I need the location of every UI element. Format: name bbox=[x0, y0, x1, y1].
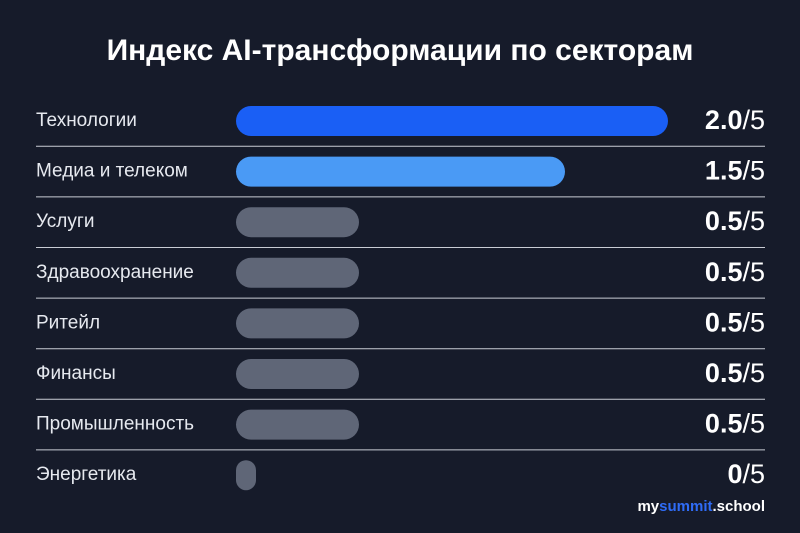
value-number: 0.5 bbox=[705, 358, 743, 388]
value-denominator: /5 bbox=[742, 257, 765, 287]
category-label: Услуги bbox=[36, 211, 94, 232]
category-label: Технологии bbox=[36, 110, 137, 131]
value-label: 2.0/5 bbox=[705, 105, 765, 135]
chart-title: Индекс AI-трансформации по секторам bbox=[107, 34, 694, 67]
bar bbox=[236, 460, 256, 491]
value-label: 0/5 bbox=[727, 459, 765, 489]
bar bbox=[236, 257, 359, 288]
value-label: 0.5/5 bbox=[705, 358, 765, 388]
value-label: 0.5/5 bbox=[705, 308, 765, 338]
value-label: 0.5/5 bbox=[705, 206, 765, 236]
value-denominator: /5 bbox=[742, 308, 765, 338]
value-denominator: /5 bbox=[742, 409, 765, 439]
value-number: 1.5 bbox=[705, 156, 743, 186]
value-denominator: /5 bbox=[742, 156, 765, 186]
category-label: Здравоохранение bbox=[36, 262, 194, 283]
value-denominator: /5 bbox=[742, 105, 765, 135]
category-label: Промышленность bbox=[36, 414, 194, 435]
brand-part: my bbox=[637, 498, 659, 515]
category-label: Энергетика bbox=[36, 464, 137, 485]
category-label: Ритейл bbox=[36, 312, 100, 333]
value-number: 0.5 bbox=[705, 206, 743, 236]
brand-part: summit bbox=[659, 498, 712, 515]
category-label: Медиа и телеком bbox=[36, 161, 188, 182]
value-number: 2.0 bbox=[705, 105, 743, 135]
value-number: 0.5 bbox=[705, 409, 743, 439]
bar bbox=[236, 359, 359, 389]
value-denominator: /5 bbox=[742, 206, 765, 236]
bar bbox=[236, 156, 565, 187]
value-label: 0.5/5 bbox=[705, 257, 765, 287]
value-label: 0.5/5 bbox=[705, 409, 765, 439]
value-number: 0.5 bbox=[705, 257, 743, 287]
bar bbox=[236, 106, 668, 136]
value-denominator: /5 bbox=[742, 358, 765, 388]
category-label: Финансы bbox=[36, 363, 116, 384]
brand-logo: mysummit.school bbox=[637, 498, 765, 515]
value-number: 0.5 bbox=[705, 308, 743, 338]
value-number: 0 bbox=[727, 459, 742, 489]
value-label: 1.5/5 bbox=[705, 156, 765, 186]
brand-part: .school bbox=[712, 498, 765, 515]
bar bbox=[236, 409, 359, 440]
bar bbox=[236, 308, 359, 339]
value-denominator: /5 bbox=[742, 459, 765, 489]
bar bbox=[236, 207, 359, 238]
